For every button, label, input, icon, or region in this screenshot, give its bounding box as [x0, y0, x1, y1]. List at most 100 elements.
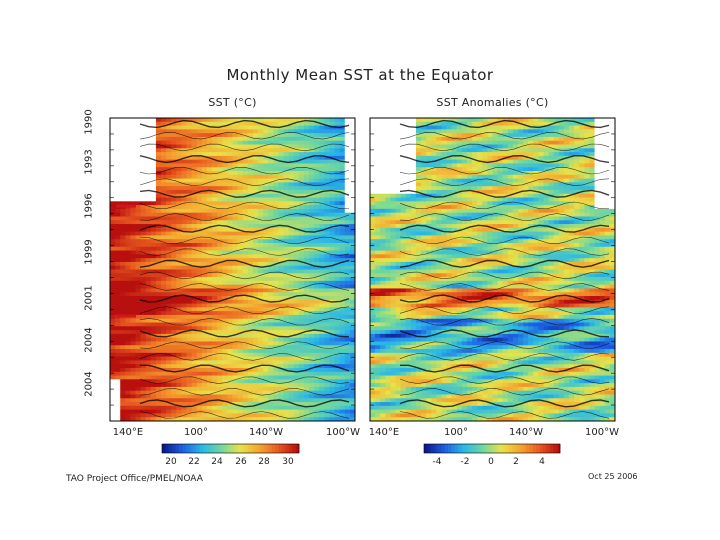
heatmap-cell — [309, 322, 315, 327]
heatmap-cell — [181, 371, 187, 376]
heatmap-cell — [237, 171, 244, 176]
heatmap-cell — [512, 125, 519, 130]
heatmap-cell — [344, 246, 351, 251]
heatmap-cell — [293, 417, 300, 422]
heatmap-cell — [150, 242, 157, 248]
heatmap-cell — [344, 182, 351, 187]
heatmap-cell — [329, 284, 335, 289]
heatmap-cell — [558, 159, 565, 164]
heatmap-cell — [421, 144, 427, 149]
heatmap-cell — [415, 155, 422, 161]
heatmap-cell — [329, 189, 335, 195]
heatmap-cell — [217, 261, 223, 267]
heatmap-cell — [150, 386, 157, 392]
heatmap-cell — [237, 133, 244, 138]
heatmap-cell — [110, 254, 116, 259]
heatmap-cell — [558, 140, 565, 145]
heatmap-cell — [140, 163, 147, 168]
heatmap-cell — [477, 163, 483, 168]
heatmap-cell — [405, 167, 412, 172]
heatmap-cell — [171, 405, 177, 411]
heatmap-cell — [191, 174, 198, 179]
heatmap-cell — [176, 118, 182, 123]
heatmap-cell — [166, 364, 172, 369]
heatmap-cell — [212, 413, 218, 418]
heatmap-cell — [288, 360, 295, 365]
heatmap-cell — [232, 269, 238, 274]
heatmap-cell — [466, 167, 473, 172]
heatmap-cell — [461, 163, 468, 168]
heatmap-cell — [390, 201, 396, 206]
heatmap-cell — [339, 352, 346, 358]
heatmap-cell — [212, 367, 218, 373]
heatmap-cell — [574, 148, 580, 153]
heatmap-cell — [278, 220, 284, 225]
heatmap-cell — [166, 133, 172, 138]
heatmap-cell — [171, 417, 177, 422]
heatmap-cell — [130, 345, 136, 350]
heatmap-cell — [436, 174, 442, 179]
heatmap-cell — [538, 178, 544, 183]
heatmap-cell — [176, 345, 182, 350]
heatmap-cell — [247, 197, 254, 202]
heatmap-cell — [329, 375, 335, 380]
heatmap-cell — [191, 345, 198, 350]
heatmap-cell — [247, 402, 254, 407]
heatmap-cell — [247, 224, 254, 229]
heatmap-cell — [247, 356, 254, 361]
heatmap-cell — [155, 356, 162, 361]
heatmap-cell — [150, 152, 157, 157]
heatmap-cell — [150, 250, 157, 255]
heatmap-cell — [242, 197, 249, 202]
heatmap-cell — [155, 299, 162, 304]
heatmap-cell — [110, 186, 116, 191]
heatmap-cell — [217, 409, 223, 414]
heatmap-cell — [120, 140, 126, 145]
heatmap-cell — [303, 163, 310, 168]
heatmap-cell — [258, 261, 264, 267]
heatmap-cell — [206, 250, 213, 255]
heatmap-cell — [125, 383, 131, 388]
heatmap-cell — [232, 292, 238, 297]
heatmap-cell — [247, 299, 254, 304]
heatmap-cell — [130, 220, 136, 225]
heatmap-cell — [604, 171, 611, 176]
heatmap-cell — [268, 356, 274, 361]
heatmap-cell — [212, 216, 218, 221]
heatmap-cell — [171, 235, 177, 240]
heatmap-cell — [339, 337, 346, 342]
heatmap-cell — [324, 265, 330, 270]
heatmap-cell — [186, 118, 193, 123]
heatmap-cell — [176, 144, 182, 149]
heatmap-cell — [604, 140, 611, 145]
heatmap-cell — [329, 182, 335, 187]
heatmap-cell — [324, 299, 330, 304]
heatmap-cell — [115, 383, 121, 388]
heatmap-cell — [283, 118, 290, 123]
heatmap-cell — [370, 193, 376, 198]
heatmap-cell — [339, 133, 346, 138]
heatmap-cell — [609, 197, 616, 202]
heatmap-cell — [293, 292, 300, 297]
heatmap-cell — [273, 239, 279, 244]
heatmap-cell — [518, 171, 524, 176]
heatmap-cell — [492, 118, 498, 123]
heatmap-cell — [120, 280, 126, 286]
heatmap-cell — [349, 337, 356, 342]
heatmap-cell — [446, 197, 453, 202]
heatmap-cell — [191, 330, 198, 335]
heatmap-cell — [150, 314, 157, 320]
heatmap-cell — [288, 405, 295, 411]
heatmap-cell — [309, 273, 315, 278]
heatmap-cell — [130, 186, 136, 191]
heatmap-cell — [278, 326, 284, 331]
heatmap-cell — [421, 201, 427, 206]
heatmap-cell — [252, 341, 259, 346]
heatmap-cell — [110, 167, 116, 172]
heatmap-cell — [446, 174, 453, 179]
heatmap-cell — [303, 390, 310, 395]
heatmap-cell — [237, 159, 244, 164]
heatmap-cell — [309, 280, 315, 286]
heatmap-cell — [344, 231, 351, 236]
heatmap-cell — [115, 299, 121, 304]
